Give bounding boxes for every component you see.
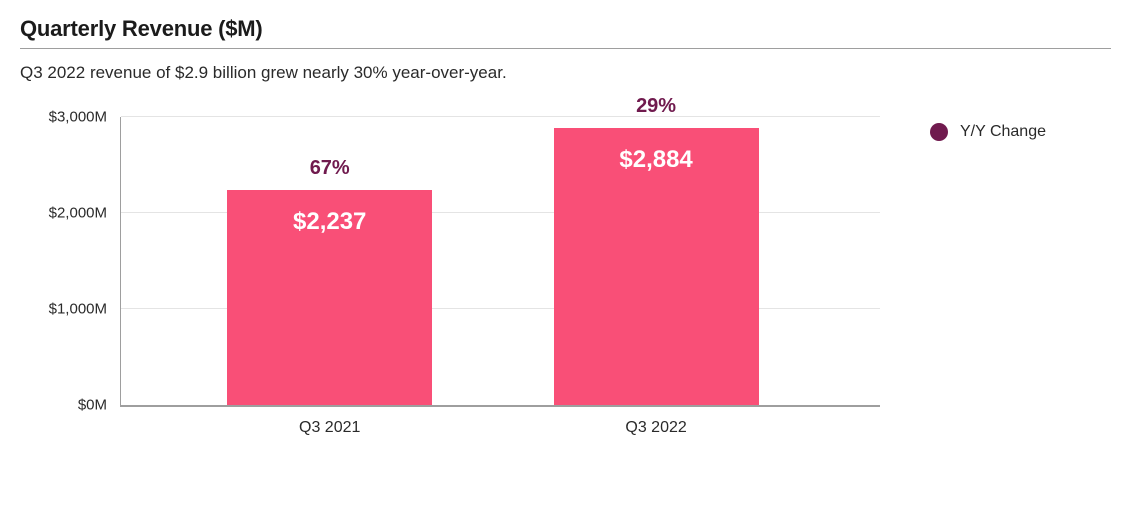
- chart-gridline: [121, 116, 880, 117]
- legend-label: Y/Y Change: [960, 123, 1046, 141]
- x-axis-tick-label: Q3 2022: [625, 419, 686, 437]
- bar-value-label: $2,884: [619, 146, 692, 174]
- revenue-bar-chart: $0M$1,000M$2,000M$3,000M$2,23767%Q3 2021…: [20, 117, 890, 447]
- page-title: Quarterly Revenue ($M): [20, 16, 1111, 49]
- chart-plot-area: $0M$1,000M$2,000M$3,000M$2,23767%Q3 2021…: [120, 117, 880, 407]
- bar-percent-label: 67%: [310, 157, 350, 180]
- y-axis-tick-label: $3,000M: [49, 109, 107, 126]
- bar-value-label: $2,237: [293, 208, 366, 236]
- page-subtitle: Q3 2022 revenue of $2.9 billion grew nea…: [20, 63, 1111, 83]
- legend-marker: [930, 123, 948, 141]
- y-axis-tick-label: $1,000M: [49, 301, 107, 318]
- chart-bar: $2,88429%Q3 2022: [554, 128, 759, 405]
- chart-bar: $2,23767%Q3 2021: [227, 190, 432, 405]
- legend: Y/Y Change: [930, 123, 1046, 141]
- chart-wrap: $0M$1,000M$2,000M$3,000M$2,23767%Q3 2021…: [20, 117, 1111, 447]
- bar-percent-label: 29%: [636, 95, 676, 118]
- x-axis-tick-label: Q3 2021: [299, 419, 360, 437]
- y-axis-tick-label: $2,000M: [49, 205, 107, 222]
- y-axis-tick-label: $0M: [78, 397, 107, 414]
